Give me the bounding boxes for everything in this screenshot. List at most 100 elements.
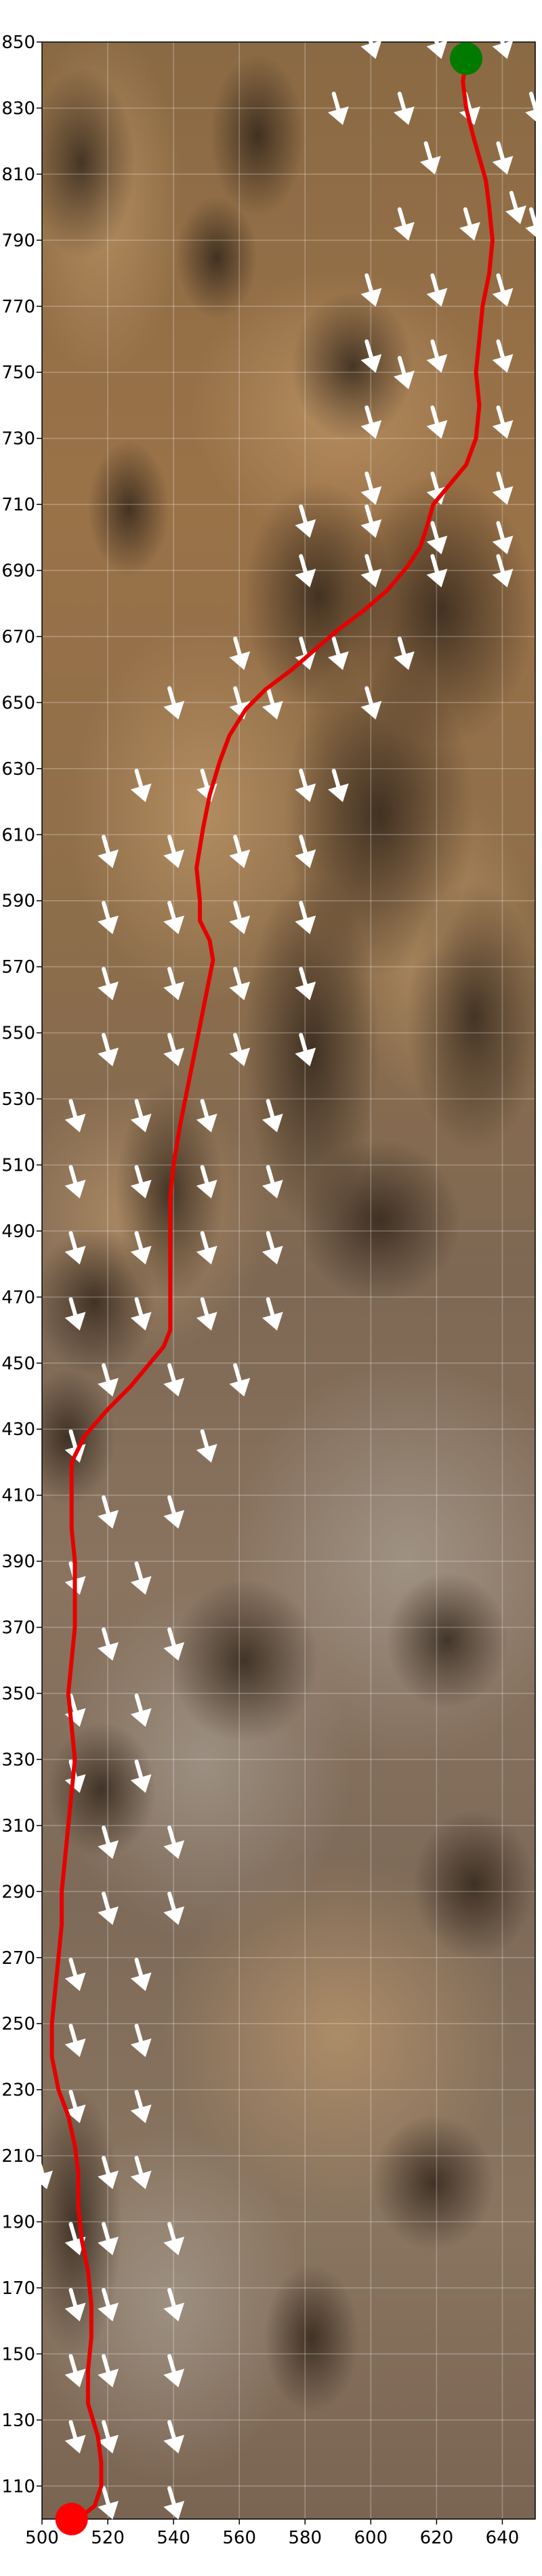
wind-arrow <box>98 2486 119 2520</box>
wind-arrow <box>196 1297 217 1331</box>
wind-arrow <box>64 1099 86 1133</box>
y-tick-label: 210 <box>1 2146 35 2167</box>
wind-arrow <box>98 2288 119 2322</box>
y-tick-label: 350 <box>1 1684 35 1704</box>
wind-arrow <box>295 554 316 588</box>
y-tick-label: 150 <box>1 2344 35 2364</box>
wind-arrow <box>196 1165 217 1199</box>
wind-arrow <box>262 686 283 720</box>
wind-arrow <box>163 1627 185 1661</box>
wind-arrow <box>459 207 480 241</box>
wind-arrow <box>163 1826 185 1859</box>
wind-arrow <box>163 2420 185 2454</box>
y-tick-label: 110 <box>1 2476 35 2497</box>
wind-arrow <box>492 405 514 439</box>
x-tick-label: 560 <box>222 2528 256 2548</box>
y-tick-label: 510 <box>1 1155 35 1175</box>
wind-arrow <box>394 207 415 241</box>
wind-arrow <box>196 1231 217 1265</box>
wind-arrow <box>426 405 448 439</box>
wind-arrow <box>525 207 542 241</box>
wind-arrow <box>360 405 382 439</box>
terrain-background <box>42 42 535 2519</box>
wind-arrow <box>98 2221 119 2255</box>
wind-arrow <box>492 273 514 307</box>
y-tick-label: 630 <box>1 759 35 780</box>
wind-arrow <box>492 339 514 373</box>
wind-arrow <box>262 1165 283 1199</box>
y-axis-ticks: 110 130 150 170 190 210 230 250 270 290 310 330 350 3… <box>1 33 42 2497</box>
y-tick-label: 550 <box>1 1024 35 1044</box>
wind-arrow <box>394 356 415 390</box>
y-tick-label: 590 <box>1 891 35 912</box>
wind-arrow <box>525 92 542 125</box>
y-tick-label: 290 <box>1 1882 35 1902</box>
wind-arrow <box>229 900 251 935</box>
wind-arrow <box>130 1165 152 1199</box>
y-tick-label: 450 <box>1 1354 35 1374</box>
wind-arrow <box>32 2156 53 2190</box>
wind-arrow <box>295 967 316 1001</box>
y-tick-label: 650 <box>1 693 35 713</box>
wind-arrow <box>163 834 185 868</box>
wind-arrow <box>360 273 382 307</box>
y-tick-label: 230 <box>1 2080 35 2101</box>
wind-arrow <box>130 1957 152 1992</box>
y-tick-label: 710 <box>1 495 35 515</box>
y-tick-label: 310 <box>1 1816 35 1836</box>
wind-arrows <box>32 25 542 2520</box>
wind-arrow <box>163 2288 185 2322</box>
wind-arrow <box>426 554 448 588</box>
y-tick-label: 430 <box>1 1420 35 1440</box>
wind-arrow <box>98 2420 119 2454</box>
wind-arrow <box>426 273 448 307</box>
wind-arrow <box>360 554 382 588</box>
wind-arrow <box>229 967 251 1001</box>
wind-arrow <box>360 471 382 505</box>
wind-arrow <box>98 1627 119 1661</box>
wind-arrow <box>295 769 316 803</box>
wind-arrow <box>98 1032 119 1066</box>
wind-arrow <box>98 900 119 935</box>
wind-arrow <box>360 339 382 373</box>
grid-lines <box>41 41 535 2519</box>
end-marker <box>55 2503 88 2535</box>
wind-arrow <box>64 2024 86 2057</box>
y-tick-label: 570 <box>1 957 35 978</box>
wind-arrow <box>426 339 448 373</box>
wind-arrow <box>163 1891 185 1925</box>
wind-arrow <box>130 2156 152 2190</box>
wind-arrow <box>492 25 514 59</box>
wind-arrow <box>163 2221 185 2255</box>
y-tick-label: 730 <box>1 429 35 449</box>
wind-arrow <box>262 1099 283 1133</box>
x-tick-label: 540 <box>157 2528 190 2548</box>
y-tick-label: 770 <box>1 297 35 317</box>
wind-arrow <box>426 521 448 555</box>
wind-arrow <box>419 141 441 175</box>
wind-arrow <box>360 25 382 59</box>
wind-arrow <box>505 190 526 224</box>
x-tick-label: 640 <box>486 2528 520 2548</box>
y-tick-label: 830 <box>1 98 35 119</box>
y-tick-label: 610 <box>1 825 35 845</box>
wind-arrow <box>163 2486 185 2520</box>
y-tick-label: 530 <box>1 1089 35 1110</box>
y-tick-label: 810 <box>1 165 35 185</box>
y-tick-label: 470 <box>1 1287 35 1308</box>
y-tick-label: 390 <box>1 1552 35 1572</box>
y-tick-label: 790 <box>1 230 35 251</box>
wind-arrow <box>163 900 185 935</box>
y-tick-label: 490 <box>1 1222 35 1242</box>
x-tick-label: 580 <box>288 2528 322 2548</box>
wind-arrow <box>394 637 415 670</box>
wind-arrow <box>130 1297 152 1331</box>
y-tick-label: 690 <box>1 561 35 582</box>
route-path <box>49 56 495 2521</box>
terrain-texture <box>42 42 535 2481</box>
wind-arrow <box>64 2420 86 2454</box>
wind-arrow <box>64 2288 86 2322</box>
y-tick-label: 270 <box>1 1948 35 1969</box>
wind-arrow <box>98 1363 119 1397</box>
wind-arrow <box>64 1231 86 1265</box>
